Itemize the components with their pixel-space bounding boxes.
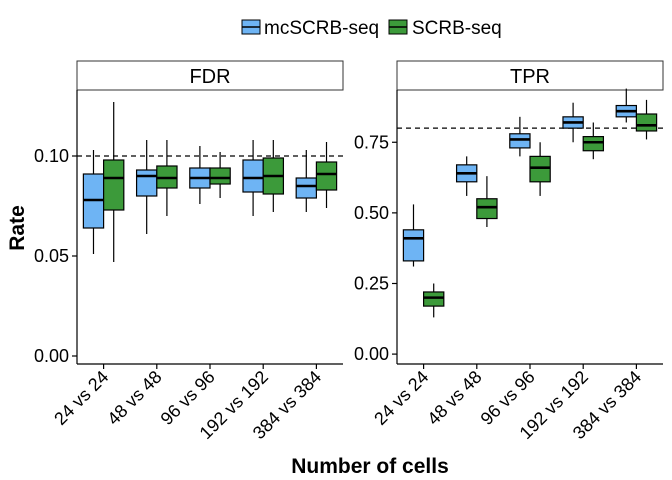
y-tick-label: 0.00 — [354, 344, 389, 364]
y-tick-label: 0.75 — [354, 132, 389, 152]
box-mcscrb-seq-5 — [615, 88, 638, 123]
x-tick-label: 48 vs 48 — [103, 367, 165, 429]
plot-area-fdr — [77, 102, 343, 262]
box-mcscrb-seq-4 — [242, 140, 264, 216]
x-tick-label: 24 vs 24 — [370, 367, 432, 429]
y-axis-fdr: 0.00 0.05 0.10 — [34, 90, 78, 366]
box-mcscrb-seq-3 — [189, 146, 211, 204]
box-scrb-seq-1 — [423, 283, 445, 318]
x-tick-label: 48 vs 48 — [423, 367, 485, 429]
box-body — [135, 169, 158, 197]
box-body — [402, 229, 425, 262]
box-mcscrb-seq-5 — [295, 150, 317, 212]
box-body — [209, 167, 231, 185]
box-body — [509, 133, 531, 149]
legend-label-scrb: SCRB-seq — [412, 18, 502, 39]
box-scrb-seq-5 — [635, 99, 658, 140]
box-scrb-seq-5 — [315, 142, 338, 208]
legend-item-mcscrb: mcSCRB-seq — [241, 18, 379, 39]
box-body — [529, 155, 551, 183]
legend-item-scrb: SCRB-seq — [388, 18, 502, 39]
facet-title-tpr: TPR — [510, 66, 550, 88]
box-scrb-seq-3 — [529, 142, 551, 196]
y-tick-label: 0.05 — [34, 246, 69, 266]
box-body — [102, 159, 125, 211]
box-mcscrb-seq-2 — [135, 140, 158, 234]
facet-title-fdr: FDR — [189, 66, 230, 88]
box-mcscrb-seq-2 — [455, 156, 478, 196]
legend-label-mcscrb: mcSCRB-seq — [264, 18, 379, 39]
x-axis-title: Number of cells — [291, 455, 449, 478]
y-axis-tpr: 0.00 0.25 0.50 0.75 — [354, 90, 398, 364]
y-tick-label: 0.25 — [354, 273, 389, 293]
box-mcscrb-seq-3 — [509, 116, 531, 157]
box-body — [315, 161, 338, 191]
box-mcscrb-seq-1 — [82, 150, 105, 254]
y-axis-title: Rate — [6, 205, 29, 251]
y-tick-label: 0.10 — [34, 146, 69, 166]
box-scrb-seq-1 — [102, 102, 125, 262]
box-scrb-seq-4 — [262, 140, 285, 212]
box-body — [582, 136, 605, 152]
box-scrb-seq-2 — [156, 140, 178, 216]
box-body — [242, 159, 264, 193]
y-tick-label: 0.50 — [354, 203, 389, 223]
y-tick-label: 0.00 — [34, 346, 69, 366]
facet-strip-tpr — [396, 60, 664, 91]
box-body — [635, 113, 658, 132]
facet-strip-fdr — [76, 60, 344, 91]
box-body — [423, 291, 445, 307]
box-scrb-seq-2 — [476, 176, 498, 227]
box-mcscrb-seq-1 — [402, 204, 425, 267]
box-scrb-seq-4 — [582, 122, 605, 160]
legend: mcSCRB-seq SCRB-seq — [241, 18, 502, 39]
box-body — [295, 177, 317, 199]
plot-area-tpr — [397, 88, 663, 318]
box-body — [476, 198, 498, 220]
box-mcscrb-seq-4 — [562, 102, 584, 143]
box-scrb-seq-3 — [209, 152, 231, 198]
x-tick-label: 24 vs 24 — [50, 367, 112, 429]
